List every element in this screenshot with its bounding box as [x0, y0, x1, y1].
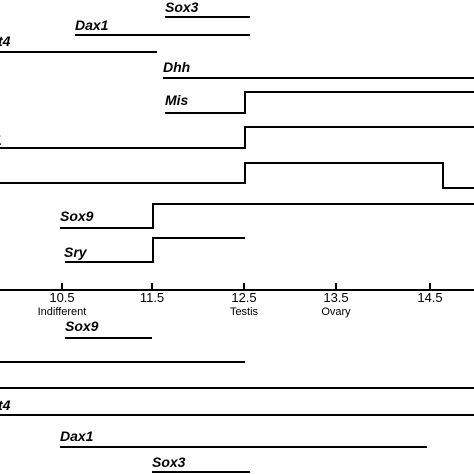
tick-label: 11.5	[140, 290, 164, 305]
gene-label: t4	[0, 397, 11, 413]
line	[60, 203, 474, 229]
stage-label: Indifferent	[38, 306, 87, 318]
lower-lines	[0, 337, 474, 473]
gene-label: Sox9	[60, 208, 94, 224]
gene-label: Sox3	[165, 0, 199, 15]
tick-label: 10.5	[49, 290, 74, 305]
line	[165, 91, 474, 114]
line	[0, 126, 474, 149]
axis: 10.5 11.5 12.5 13.5 14.5 Indifferent Tes…	[0, 283, 474, 318]
gene-label: Sry	[64, 244, 88, 260]
stage-label: Testis	[230, 306, 259, 318]
gene-label: t4	[0, 33, 11, 49]
line	[0, 162, 474, 189]
gene-label: Mis	[165, 92, 189, 108]
lower-labels: Sox9 t4 Dax1 Sox3	[0, 318, 186, 470]
gene-label: Dax1	[75, 17, 109, 33]
gene-label: Sox3	[152, 454, 186, 470]
gene-label: Dax1	[60, 428, 94, 444]
line	[65, 237, 245, 263]
gene-label: Dhh	[163, 59, 190, 75]
upper-lines	[0, 16, 474, 263]
tick-label: 13.5	[323, 290, 348, 305]
tick-label: 14.5	[417, 290, 442, 305]
gene-label: 1	[0, 132, 2, 148]
stage-label: Ovary	[321, 306, 351, 318]
upper-labels: Sox3 Dax1 t4 Dhh Mis 1 Sox9 Sry	[0, 0, 199, 260]
gene-label: Sox9	[65, 318, 99, 334]
tick-label: 12.5	[231, 290, 256, 305]
